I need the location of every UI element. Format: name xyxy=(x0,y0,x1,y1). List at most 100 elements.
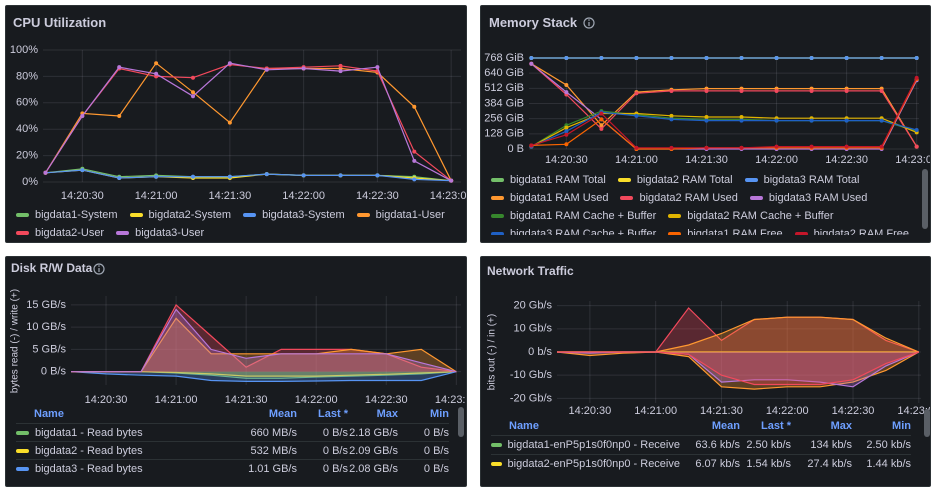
point xyxy=(879,118,884,123)
area xyxy=(71,318,457,372)
legend-marker xyxy=(16,213,29,217)
column-header-text: Min xyxy=(892,419,911,432)
legend-stat: 0 B/s xyxy=(297,441,348,459)
scrollbar[interactable] xyxy=(458,407,464,437)
y-tick-label: 768 GiB xyxy=(484,52,524,64)
point xyxy=(914,56,919,60)
chart: 20 Gb/s 10 Gb/s 0 b/s -10 Gb/s -20 Gb/s 14:20… xyxy=(487,300,931,417)
panel-title: Memory Stack xyxy=(489,15,578,30)
y-tick-label: 256 GiB xyxy=(484,113,524,125)
legend-marker xyxy=(744,178,758,182)
scrollbar[interactable] xyxy=(924,409,930,437)
point xyxy=(154,71,159,76)
legend-stat: 0 B/s xyxy=(297,459,348,477)
legend-marker xyxy=(491,462,502,466)
point xyxy=(375,65,380,70)
point xyxy=(338,63,343,68)
point xyxy=(264,172,269,177)
point xyxy=(774,144,779,149)
point xyxy=(739,115,744,120)
point xyxy=(338,69,343,74)
column-header-text: Min xyxy=(430,408,449,420)
point xyxy=(599,123,604,128)
y-tick-label: 384 GiB xyxy=(484,97,524,109)
x-tick-label: 14:23:00 xyxy=(897,405,931,417)
point xyxy=(774,88,779,93)
legend-marker xyxy=(116,231,130,235)
plot xyxy=(529,56,919,151)
legend-label: bigdata3 RAM Total xyxy=(763,174,860,186)
area xyxy=(557,317,919,352)
scrollbar[interactable] xyxy=(922,169,928,229)
y-tick-label: 100% xyxy=(10,44,38,56)
legend-marker xyxy=(16,231,29,235)
x-tick-label: 14:23:00 xyxy=(895,154,931,166)
legend-stat: 0 B/s xyxy=(398,459,449,477)
area xyxy=(557,352,919,387)
legend-item: bigdata3 RAM Used xyxy=(749,189,867,207)
y-tick-label: -20 Gb/s xyxy=(510,392,553,404)
column-header: Max xyxy=(791,416,852,435)
point xyxy=(564,83,569,88)
point xyxy=(704,118,709,123)
point xyxy=(43,170,48,175)
y-tick-label: -10 Gb/s xyxy=(510,369,553,381)
point xyxy=(879,144,884,149)
line xyxy=(557,351,920,390)
point xyxy=(634,145,639,150)
point xyxy=(704,56,709,60)
point xyxy=(412,158,417,163)
point xyxy=(264,67,269,72)
legend-item: bigdata1-User xyxy=(356,206,445,224)
legend-marker xyxy=(243,213,257,217)
point xyxy=(375,173,380,178)
x-tick-label: 14:22:00 xyxy=(282,190,325,202)
y-tick-label: 10 Gb/s xyxy=(513,323,552,335)
column-header: Min xyxy=(398,405,449,423)
area xyxy=(71,371,457,379)
legend-label: bigdata3-User xyxy=(135,227,205,239)
legend-label: bigdata1 RAM Free xyxy=(687,228,783,235)
column-header-text: Last * xyxy=(761,419,791,432)
y-tick-label: 0 B/s xyxy=(41,366,67,378)
point xyxy=(564,125,569,130)
line xyxy=(531,77,918,149)
column-header-text: Max xyxy=(830,419,852,432)
point xyxy=(809,144,814,149)
y-tick-label: 15 GB/s xyxy=(26,299,66,311)
point xyxy=(80,114,85,118)
x-tick-label: 14:23:00 xyxy=(435,394,467,406)
point xyxy=(412,104,417,109)
x-tick-label: 14:22:00 xyxy=(295,394,338,406)
legend-marker xyxy=(617,178,631,182)
y-axis-title: bytes read (-) / write (+) xyxy=(10,289,21,393)
area xyxy=(71,371,457,377)
column-header: Max xyxy=(348,405,398,423)
legend-label: bigdata3 - Read bytes xyxy=(35,462,143,475)
legend-label: bigdata1 RAM Total xyxy=(510,174,606,186)
info-icon[interactable] xyxy=(93,263,105,275)
line xyxy=(530,63,918,150)
legend: bigdata1-System bigdata2-System bigdata3-S… xyxy=(16,206,466,242)
point xyxy=(154,61,159,66)
legend-marker xyxy=(668,232,682,235)
legend-stat: 0 B/s xyxy=(398,441,449,459)
y-tick-label: 40% xyxy=(16,123,38,135)
point xyxy=(412,149,417,154)
legend-item: bigdata2-System xyxy=(129,206,231,224)
point xyxy=(564,56,569,60)
x-tick-label: 14:21:00 xyxy=(155,394,198,406)
point xyxy=(80,168,85,173)
legend: bigdata1 RAM Total bigdata2 RAM Total bigd… xyxy=(491,171,916,235)
x-tick-label: 14:20:30 xyxy=(568,405,611,417)
x-tick-label: 14:22:30 xyxy=(832,405,875,417)
legend-marker xyxy=(129,213,143,217)
info-icon[interactable] xyxy=(583,17,595,29)
point xyxy=(154,174,159,179)
legend-label: bigdata1 - Read bytes xyxy=(35,426,143,439)
area xyxy=(71,304,457,372)
legend-stat: 532 MB/s xyxy=(247,441,297,459)
legend-item: bigdata2 RAM Used xyxy=(620,189,738,207)
panel: 0 B 128 GiB 256 GiB 384 GiB 512 GiB 640 GiB 76… xyxy=(480,5,931,243)
